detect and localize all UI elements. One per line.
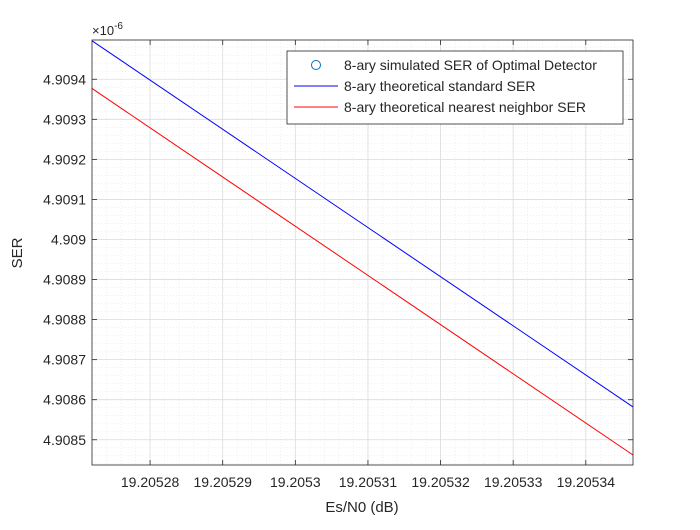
x-tick-label: 19.2053: [270, 474, 321, 490]
x-tick-label: 19.20528: [121, 474, 180, 490]
legend-marker-0: [311, 60, 321, 70]
x-tick-label: 19.20532: [411, 474, 470, 490]
y-exponent-power: -6: [114, 21, 123, 32]
y-exponent-label: ×10-6: [92, 21, 123, 38]
y-tick-label: 4.9094: [43, 71, 86, 87]
series-line-2: [91, 88, 634, 456]
series-line-1: [91, 40, 634, 408]
x-axis-label: Es/N0 (dB): [325, 499, 398, 516]
x-tick-label: 19.20529: [194, 474, 253, 490]
x-tick-label: 19.20533: [484, 474, 543, 490]
x-tick-label: 19.20534: [557, 474, 616, 490]
y-tick-label: 4.9091: [43, 191, 86, 207]
y-tick-label: 4.9088: [43, 312, 86, 328]
legend-label-0: 8-ary simulated SER of Optimal Detector: [344, 57, 597, 73]
legend-box: [286, 50, 624, 125]
y-axis-label: SER: [9, 237, 26, 268]
y-tick-label: 4.9092: [43, 151, 86, 167]
legend-label-1: 8-ary theoretical standard SER: [344, 78, 535, 94]
y-tick-label: 4.9087: [43, 352, 86, 368]
x-tick-label: 19.20531: [339, 474, 398, 490]
y-tick-label: 4.909: [51, 231, 86, 247]
legend-label-2: 8-ary theoretical nearest neighbor SER: [344, 99, 586, 115]
legend: 8-ary simulated SER of Optimal Detector 8…: [286, 50, 624, 125]
y-tick-label: 4.9086: [43, 392, 86, 408]
y-tick-label: 4.9089: [43, 272, 86, 288]
axes-box: [91, 39, 634, 466]
y-tick-label: 4.9093: [43, 111, 86, 127]
y-tick-label: 4.9085: [43, 432, 86, 448]
